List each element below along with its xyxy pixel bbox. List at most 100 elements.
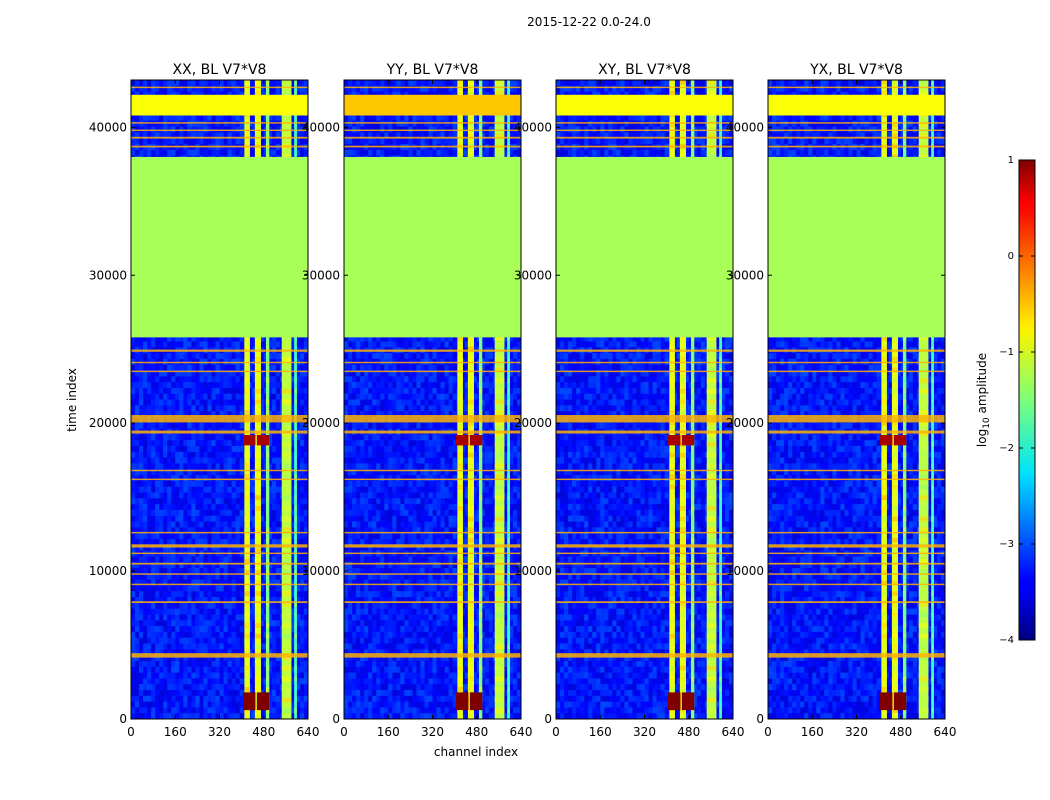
y-tick-label: 40000 bbox=[302, 120, 340, 134]
flagged-row bbox=[344, 136, 521, 139]
flagged-row bbox=[344, 601, 521, 604]
flagged-row bbox=[131, 370, 308, 373]
flagged-row bbox=[344, 122, 521, 124]
saturated-block bbox=[469, 692, 483, 711]
flagged-row bbox=[131, 531, 308, 534]
panel-xy: XY, BL V7*V8 0 160 320 480 640 0 10000 20000 3000… bbox=[514, 62, 745, 739]
saturated-block bbox=[681, 435, 695, 446]
y-tick-label: 10000 bbox=[302, 564, 340, 578]
y-tick-label: 0 bbox=[544, 712, 552, 726]
flagged-row bbox=[344, 430, 521, 434]
flagged-row bbox=[344, 361, 521, 364]
flagged-row bbox=[131, 86, 308, 89]
saturated-block bbox=[893, 435, 907, 446]
colorbar-gradient bbox=[1018, 159, 1036, 641]
flagged-row bbox=[131, 361, 308, 364]
flagged-row bbox=[131, 129, 308, 132]
flagged-row bbox=[768, 136, 945, 139]
flagged-row bbox=[131, 583, 308, 586]
y-tick-label: 10000 bbox=[514, 564, 552, 578]
flagged-row bbox=[768, 349, 945, 352]
x-axis-label: channel index bbox=[434, 745, 518, 759]
heatmap-image bbox=[556, 80, 733, 719]
flagged-row bbox=[131, 653, 308, 658]
y-tick-label: 10000 bbox=[89, 564, 127, 578]
flagged-row bbox=[556, 415, 733, 423]
flagged-row bbox=[131, 573, 308, 575]
flagged-row bbox=[768, 145, 945, 148]
saturated-block bbox=[456, 692, 469, 711]
saturated-block bbox=[668, 435, 681, 446]
flagged-row bbox=[131, 415, 308, 423]
flagged-row bbox=[768, 544, 945, 548]
colorbar-tick-label: −1 bbox=[999, 347, 1014, 358]
x-tick-label: 320 bbox=[845, 725, 868, 739]
saturated-block bbox=[243, 435, 256, 446]
saturated-block bbox=[256, 692, 270, 711]
bright-time-band bbox=[131, 94, 308, 116]
saturated-block bbox=[668, 692, 681, 711]
x-tick-label: 640 bbox=[934, 725, 957, 739]
flagged-row bbox=[344, 349, 521, 352]
x-tick-label: 160 bbox=[589, 725, 612, 739]
flat-block bbox=[344, 156, 521, 338]
y-tick-label: 30000 bbox=[302, 268, 340, 282]
panel-title: YX, BL V7*V8 bbox=[809, 62, 903, 78]
x-tick-label: 640 bbox=[722, 725, 745, 739]
y-axis-label: time index bbox=[65, 368, 79, 432]
flat-block bbox=[556, 156, 733, 338]
flagged-row bbox=[131, 601, 308, 604]
flagged-row bbox=[344, 583, 521, 586]
saturated-block bbox=[880, 435, 893, 446]
flagged-row bbox=[131, 136, 308, 139]
flagged-row bbox=[556, 562, 733, 565]
colorbar: 1 0 −1 −2 −3 −4 log10 amplitude bbox=[975, 155, 1036, 646]
bright-time-band bbox=[344, 94, 521, 116]
flagged-row bbox=[556, 145, 733, 148]
flagged-row bbox=[344, 86, 521, 89]
panel-title: XY, BL V7*V8 bbox=[598, 62, 691, 78]
x-tick-label: 0 bbox=[764, 725, 772, 739]
y-tick-label: 30000 bbox=[726, 268, 764, 282]
flagged-row bbox=[768, 129, 945, 132]
saturated-block bbox=[880, 692, 893, 711]
y-tick-label: 30000 bbox=[89, 268, 127, 282]
flagged-row bbox=[344, 562, 521, 565]
panel-xx: XX, BL V7*V8 0 160 320 480 640 0 10000 20000 3000… bbox=[89, 62, 320, 739]
flagged-row bbox=[768, 573, 945, 575]
flagged-row bbox=[556, 430, 733, 434]
flagged-row bbox=[344, 552, 521, 555]
panel-yy: YY, BL V7*V8 0 160 320 480 640 0 10000 20000 3000… bbox=[302, 62, 533, 739]
flagged-row bbox=[556, 122, 733, 124]
flagged-row bbox=[768, 583, 945, 586]
flagged-row bbox=[768, 361, 945, 364]
flagged-row bbox=[556, 552, 733, 555]
flagged-row bbox=[768, 415, 945, 423]
flagged-row bbox=[556, 370, 733, 373]
x-tick-label: 160 bbox=[377, 725, 400, 739]
flagged-row bbox=[768, 86, 945, 89]
panels-group: XX, BL V7*V8 0 160 320 480 640 0 10000 20000 3000… bbox=[89, 62, 957, 739]
flagged-row bbox=[344, 478, 521, 481]
flagged-row bbox=[768, 653, 945, 658]
flagged-row bbox=[131, 469, 308, 472]
colorbar-tick-label: 1 bbox=[1008, 155, 1014, 166]
y-tick-label: 20000 bbox=[514, 416, 552, 430]
flat-block bbox=[131, 156, 308, 338]
colorbar-ticks: 1 0 −1 −2 −3 −4 bbox=[999, 155, 1035, 646]
x-tick-label: 480 bbox=[677, 725, 700, 739]
flagged-row bbox=[131, 145, 308, 148]
bright-time-band bbox=[556, 94, 733, 116]
y-tick-label: 0 bbox=[332, 712, 340, 726]
saturated-block bbox=[469, 435, 483, 446]
panel-title: YY, BL V7*V8 bbox=[386, 62, 479, 78]
flagged-row bbox=[556, 349, 733, 352]
flagged-row bbox=[131, 478, 308, 481]
y-tick-label: 20000 bbox=[726, 416, 764, 430]
y-tick-label: 30000 bbox=[514, 268, 552, 282]
flagged-row bbox=[556, 86, 733, 89]
flagged-row bbox=[344, 415, 521, 423]
colorbar-tick-label: −3 bbox=[999, 539, 1014, 550]
heatmap-image bbox=[768, 80, 945, 719]
flagged-row bbox=[768, 122, 945, 124]
